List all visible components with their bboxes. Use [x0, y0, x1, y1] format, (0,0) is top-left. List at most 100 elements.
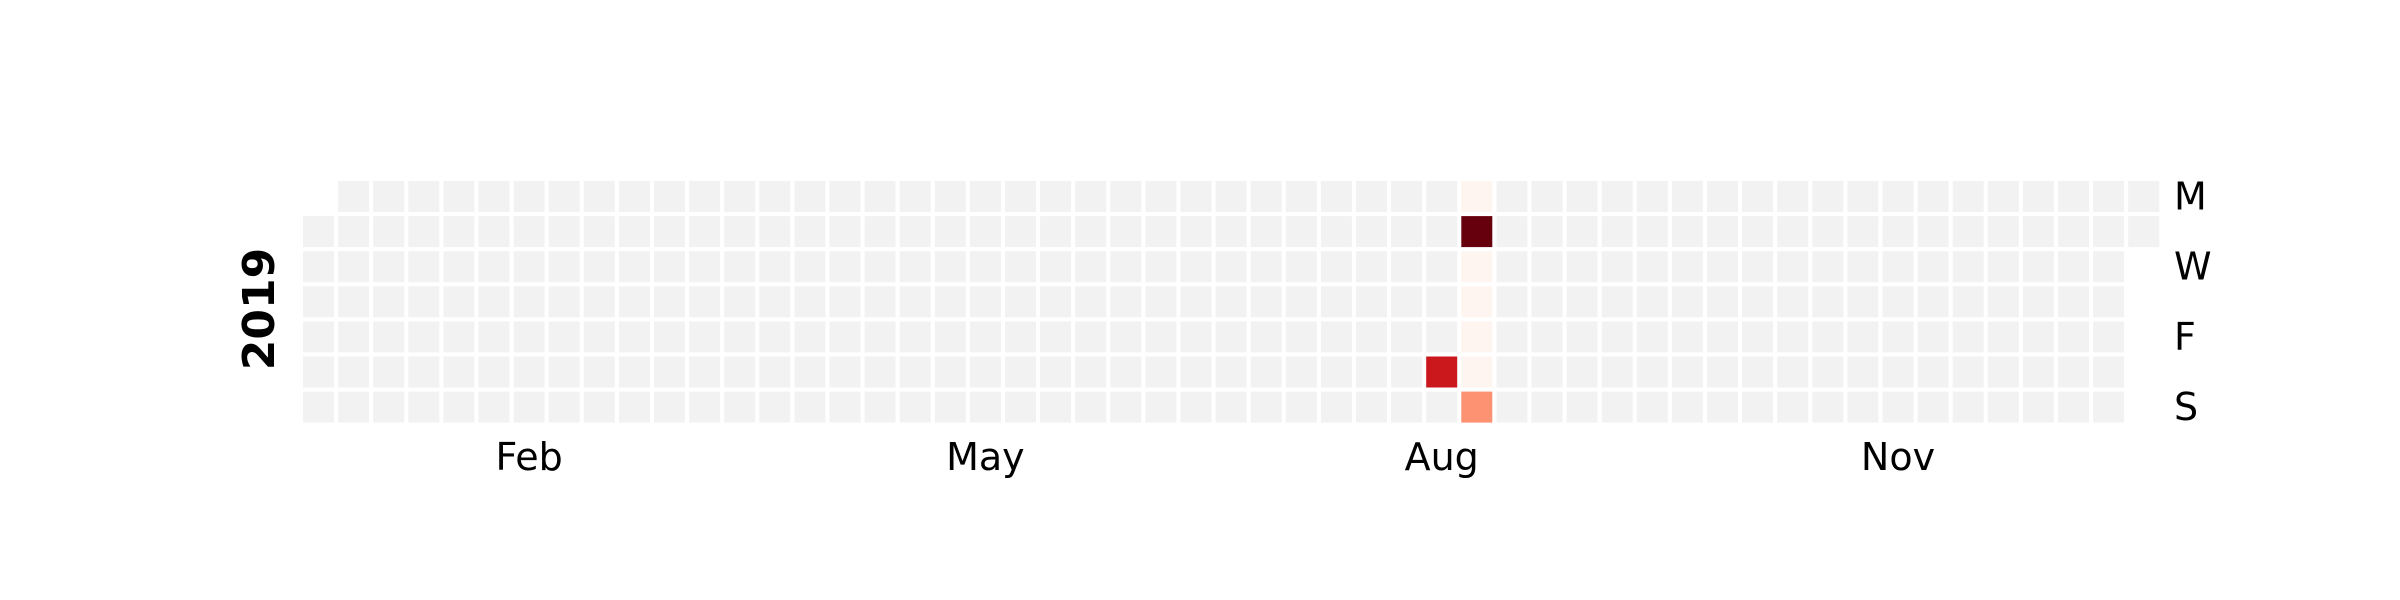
day-cell: [2128, 181, 2160, 212]
day-cell: [1952, 251, 1984, 283]
month-label: Nov: [1861, 435, 1935, 479]
day-cell: [1180, 391, 1212, 423]
day-cell: [373, 391, 405, 423]
day-cell: [1707, 321, 1738, 353]
day-cell: [969, 321, 1001, 353]
day-cell: [899, 216, 931, 248]
day-label: F: [2174, 315, 2196, 359]
day-cell: [1707, 216, 1738, 248]
day-cell: [1320, 251, 1352, 283]
day-cell: [829, 391, 861, 423]
day-cell: [2058, 251, 2089, 283]
day-cell: [724, 216, 756, 248]
day-label: S: [2174, 385, 2198, 429]
day-cell: [654, 181, 685, 212]
day-cell: [1882, 251, 1914, 283]
day-cell: [1671, 286, 1703, 318]
day-cell: [1531, 286, 1563, 318]
day-cell: [1812, 321, 1844, 353]
day-cell: [1075, 216, 1107, 248]
day-cell: [1636, 321, 1668, 353]
day-cell: [2058, 356, 2089, 388]
day-cell: [1145, 181, 1177, 212]
day-cell: [1601, 286, 1633, 318]
day-cell: [1215, 251, 1247, 283]
day-cell: [1742, 321, 1774, 353]
day-cell: [338, 181, 370, 212]
day-cell: [2093, 216, 2125, 248]
day-cell: [1917, 251, 1949, 283]
day-cell: [864, 181, 896, 212]
day-cell: [1882, 286, 1914, 318]
day-cell: [1320, 321, 1352, 353]
day-cell: [724, 321, 756, 353]
day-cell: [1285, 391, 1317, 423]
day-cell: [1566, 216, 1598, 248]
day-cell: [1882, 216, 1914, 248]
day-cell: [1882, 391, 1914, 423]
day-cell: [1110, 286, 1142, 318]
day-cell: [548, 321, 580, 353]
day-cell: [1496, 286, 1528, 318]
day-cell: [934, 321, 966, 353]
day-cell: [618, 286, 650, 318]
day-cell: [899, 181, 931, 212]
day-cell: [373, 251, 405, 283]
day-cell: [548, 356, 580, 388]
day-cell: [829, 286, 861, 318]
day-cell: [408, 321, 440, 353]
day-cell: [1636, 356, 1668, 388]
day-cell: [443, 286, 475, 318]
day-label: M: [2174, 175, 2207, 219]
day-cell: [513, 251, 545, 283]
day-cell: [1812, 251, 1844, 283]
day-cell: [1040, 356, 1072, 388]
day-cell: [1952, 286, 1984, 318]
day-cell: [303, 391, 334, 423]
day-cell: [1742, 356, 1774, 388]
day-cell: [759, 286, 791, 318]
day-cell: [2022, 286, 2054, 318]
day-cell: [1742, 216, 1774, 248]
day-cell: [373, 181, 405, 212]
day-cell: [583, 356, 615, 388]
day-cell: [1636, 216, 1668, 248]
day-cell: [373, 321, 405, 353]
day-cell: [724, 251, 756, 283]
day-cell: [338, 321, 370, 353]
day-cell: [618, 356, 650, 388]
day-cell: [583, 286, 615, 318]
day-cell: [1496, 321, 1528, 353]
day-cell: [1847, 321, 1879, 353]
day-cell: [759, 251, 791, 283]
day-cell: [969, 356, 1001, 388]
day-cell: [2022, 356, 2054, 388]
day-cell: [1110, 251, 1142, 283]
day-cell: [513, 181, 545, 212]
day-cell: [1320, 181, 1352, 212]
day-cell: [1356, 356, 1387, 388]
day-cell: [1215, 286, 1247, 318]
day-cell: [1987, 216, 2019, 248]
day-cell: [1285, 286, 1317, 318]
day-cell: [443, 356, 475, 388]
day-cell: [1426, 251, 1458, 283]
day-cell: [1110, 216, 1142, 248]
day-cell: [2093, 356, 2125, 388]
day-cell: [1496, 356, 1528, 388]
day-cell: [759, 356, 791, 388]
day-cell: [899, 356, 931, 388]
day-cell: [443, 391, 475, 423]
day-cell: [1250, 181, 1282, 212]
day-cell: [583, 391, 615, 423]
day-cell: [618, 391, 650, 423]
day-cell: [478, 356, 510, 388]
day-cell: [2058, 321, 2089, 353]
day-cell: [1005, 251, 1036, 283]
day-cell: [1671, 216, 1703, 248]
day-cell: [1356, 251, 1387, 283]
day-cell: [1671, 321, 1703, 353]
month-label: Aug: [1405, 435, 1479, 479]
day-cell: [1917, 321, 1949, 353]
day-cell: [759, 181, 791, 212]
